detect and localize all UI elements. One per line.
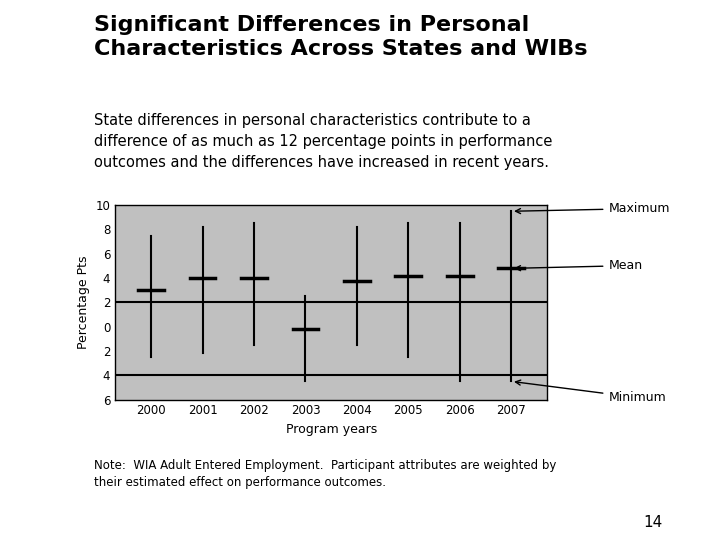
Text: Significant Differences in Personal
Characteristics Across States and WIBs: Significant Differences in Personal Char…: [94, 15, 587, 59]
Y-axis label: Percentage Pts: Percentage Pts: [77, 255, 90, 349]
Text: State differences in personal characteristics contribute to a
difference of as m: State differences in personal characteri…: [94, 113, 552, 171]
Text: Mean: Mean: [516, 259, 642, 272]
Text: 14: 14: [643, 515, 662, 530]
Text: Note:  WIA Adult Entered Employment.  Participant attributes are weighted by
the: Note: WIA Adult Entered Employment. Part…: [94, 459, 556, 489]
X-axis label: Program years: Program years: [286, 423, 377, 436]
Text: Minimum: Minimum: [516, 380, 666, 404]
Text: Maximum: Maximum: [516, 202, 670, 215]
